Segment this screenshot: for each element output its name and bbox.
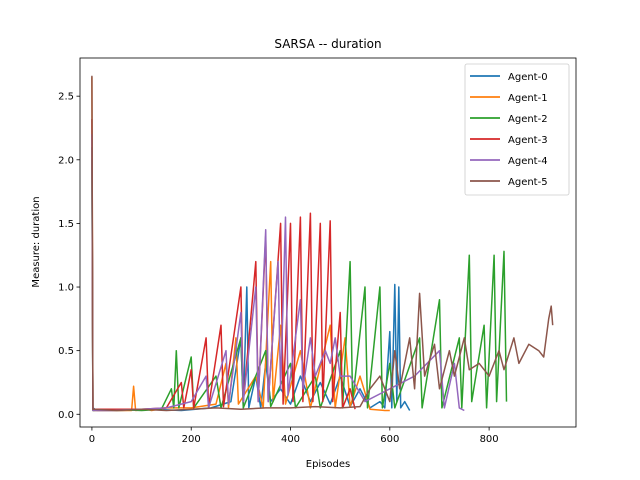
x-tick-label: 800 — [480, 434, 499, 445]
x-tick-label: 400 — [281, 434, 300, 445]
legend-label-agent-5: Agent-5 — [508, 177, 548, 188]
x-tick-label: 200 — [182, 434, 201, 445]
legend-label-agent-2: Agent-2 — [508, 114, 548, 125]
legend-box — [464, 63, 570, 196]
y-tick-label: 1.5 — [58, 219, 74, 230]
y-axis: 0.0 0.5 1.0 1.5 2.0 2.5 — [58, 92, 80, 421]
y-tick-label: 0.0 — [58, 410, 74, 421]
legend-label-agent-1: Agent-1 — [508, 93, 548, 104]
plot-area — [79, 57, 577, 428]
legend-label-agent-3: Agent-3 — [508, 135, 548, 146]
series-line-agent-1 — [91, 77, 390, 412]
series-line-agent-5 — [91, 75, 554, 412]
x-tick-label: 600 — [380, 434, 399, 445]
legend: Agent-0 Agent-1 Agent-2 Agent-3 Agent-4 Agent… — [464, 63, 570, 196]
chart-title: SARSA -- duration — [274, 37, 381, 51]
y-tick-label: 0.5 — [58, 346, 74, 357]
x-axis-label: Episodes — [306, 459, 350, 470]
series-group — [91, 75, 554, 412]
y-tick-label: 2.0 — [58, 155, 74, 166]
x-axis: 0 200 400 600 800 — [89, 427, 499, 445]
x-tick-label: 0 — [89, 434, 95, 445]
y-tick-label: 1.0 — [58, 283, 74, 294]
y-tick-label: 2.5 — [58, 92, 74, 103]
series-line-agent-4 — [91, 134, 465, 412]
plot-frame — [79, 57, 577, 428]
y-axis-label: Measure: duration — [31, 196, 42, 287]
legend-label-agent-0: Agent-0 — [508, 72, 548, 83]
legend-label-agent-4: Agent-4 — [508, 156, 548, 167]
